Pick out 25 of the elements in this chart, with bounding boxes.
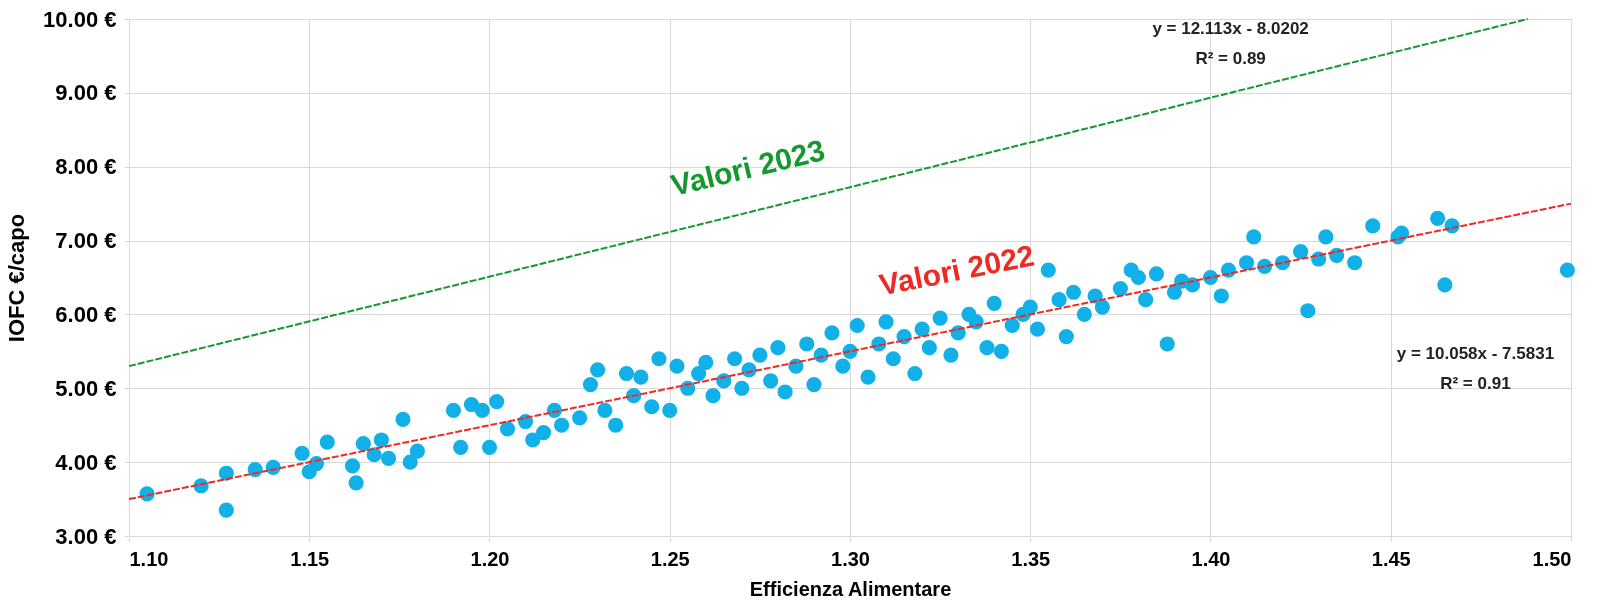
x-tick-label: 1.50 [1532,547,1572,570]
y-tick-label: 4.00 € [55,449,117,475]
y-tick-label: 3.00 € [55,523,117,549]
x-tick-label: 1.35 [1011,547,1051,570]
x-tick-label: 1.20 [470,547,510,570]
x-tick-label: 1.10 [129,547,169,570]
y-tick-label: 6.00 € [55,301,117,327]
x-axis-title: Efficienza Alimentare [749,577,952,600]
annotation: R² = 0.91 [1440,374,1511,393]
annotation: y = 12.113x - 8.0202 [1152,19,1309,38]
x-tick-label: 1.15 [290,547,330,570]
y-tick-label: 8.00 € [55,154,117,180]
x-tick-label: 1.45 [1371,547,1411,570]
x-tick-label: 1.25 [650,547,690,570]
annotation: Valori 2022 [876,238,1037,302]
y-tick-label: 5.00 € [55,375,117,401]
y-axis-title: IOFC €/capo [4,213,30,343]
y-tick-label: 10.00 € [43,6,117,32]
annotation: R² = 0.89 [1195,49,1266,68]
annotation: Valori 2023 [667,133,828,202]
annotation: y = 10.058x - 7.5831 [1396,344,1555,363]
y-tick-label: 7.00 € [55,228,117,254]
y-tick-label: 9.00 € [55,80,117,106]
x-tick-label: 1.30 [831,547,870,570]
x-tick-label: 1.40 [1191,547,1231,570]
